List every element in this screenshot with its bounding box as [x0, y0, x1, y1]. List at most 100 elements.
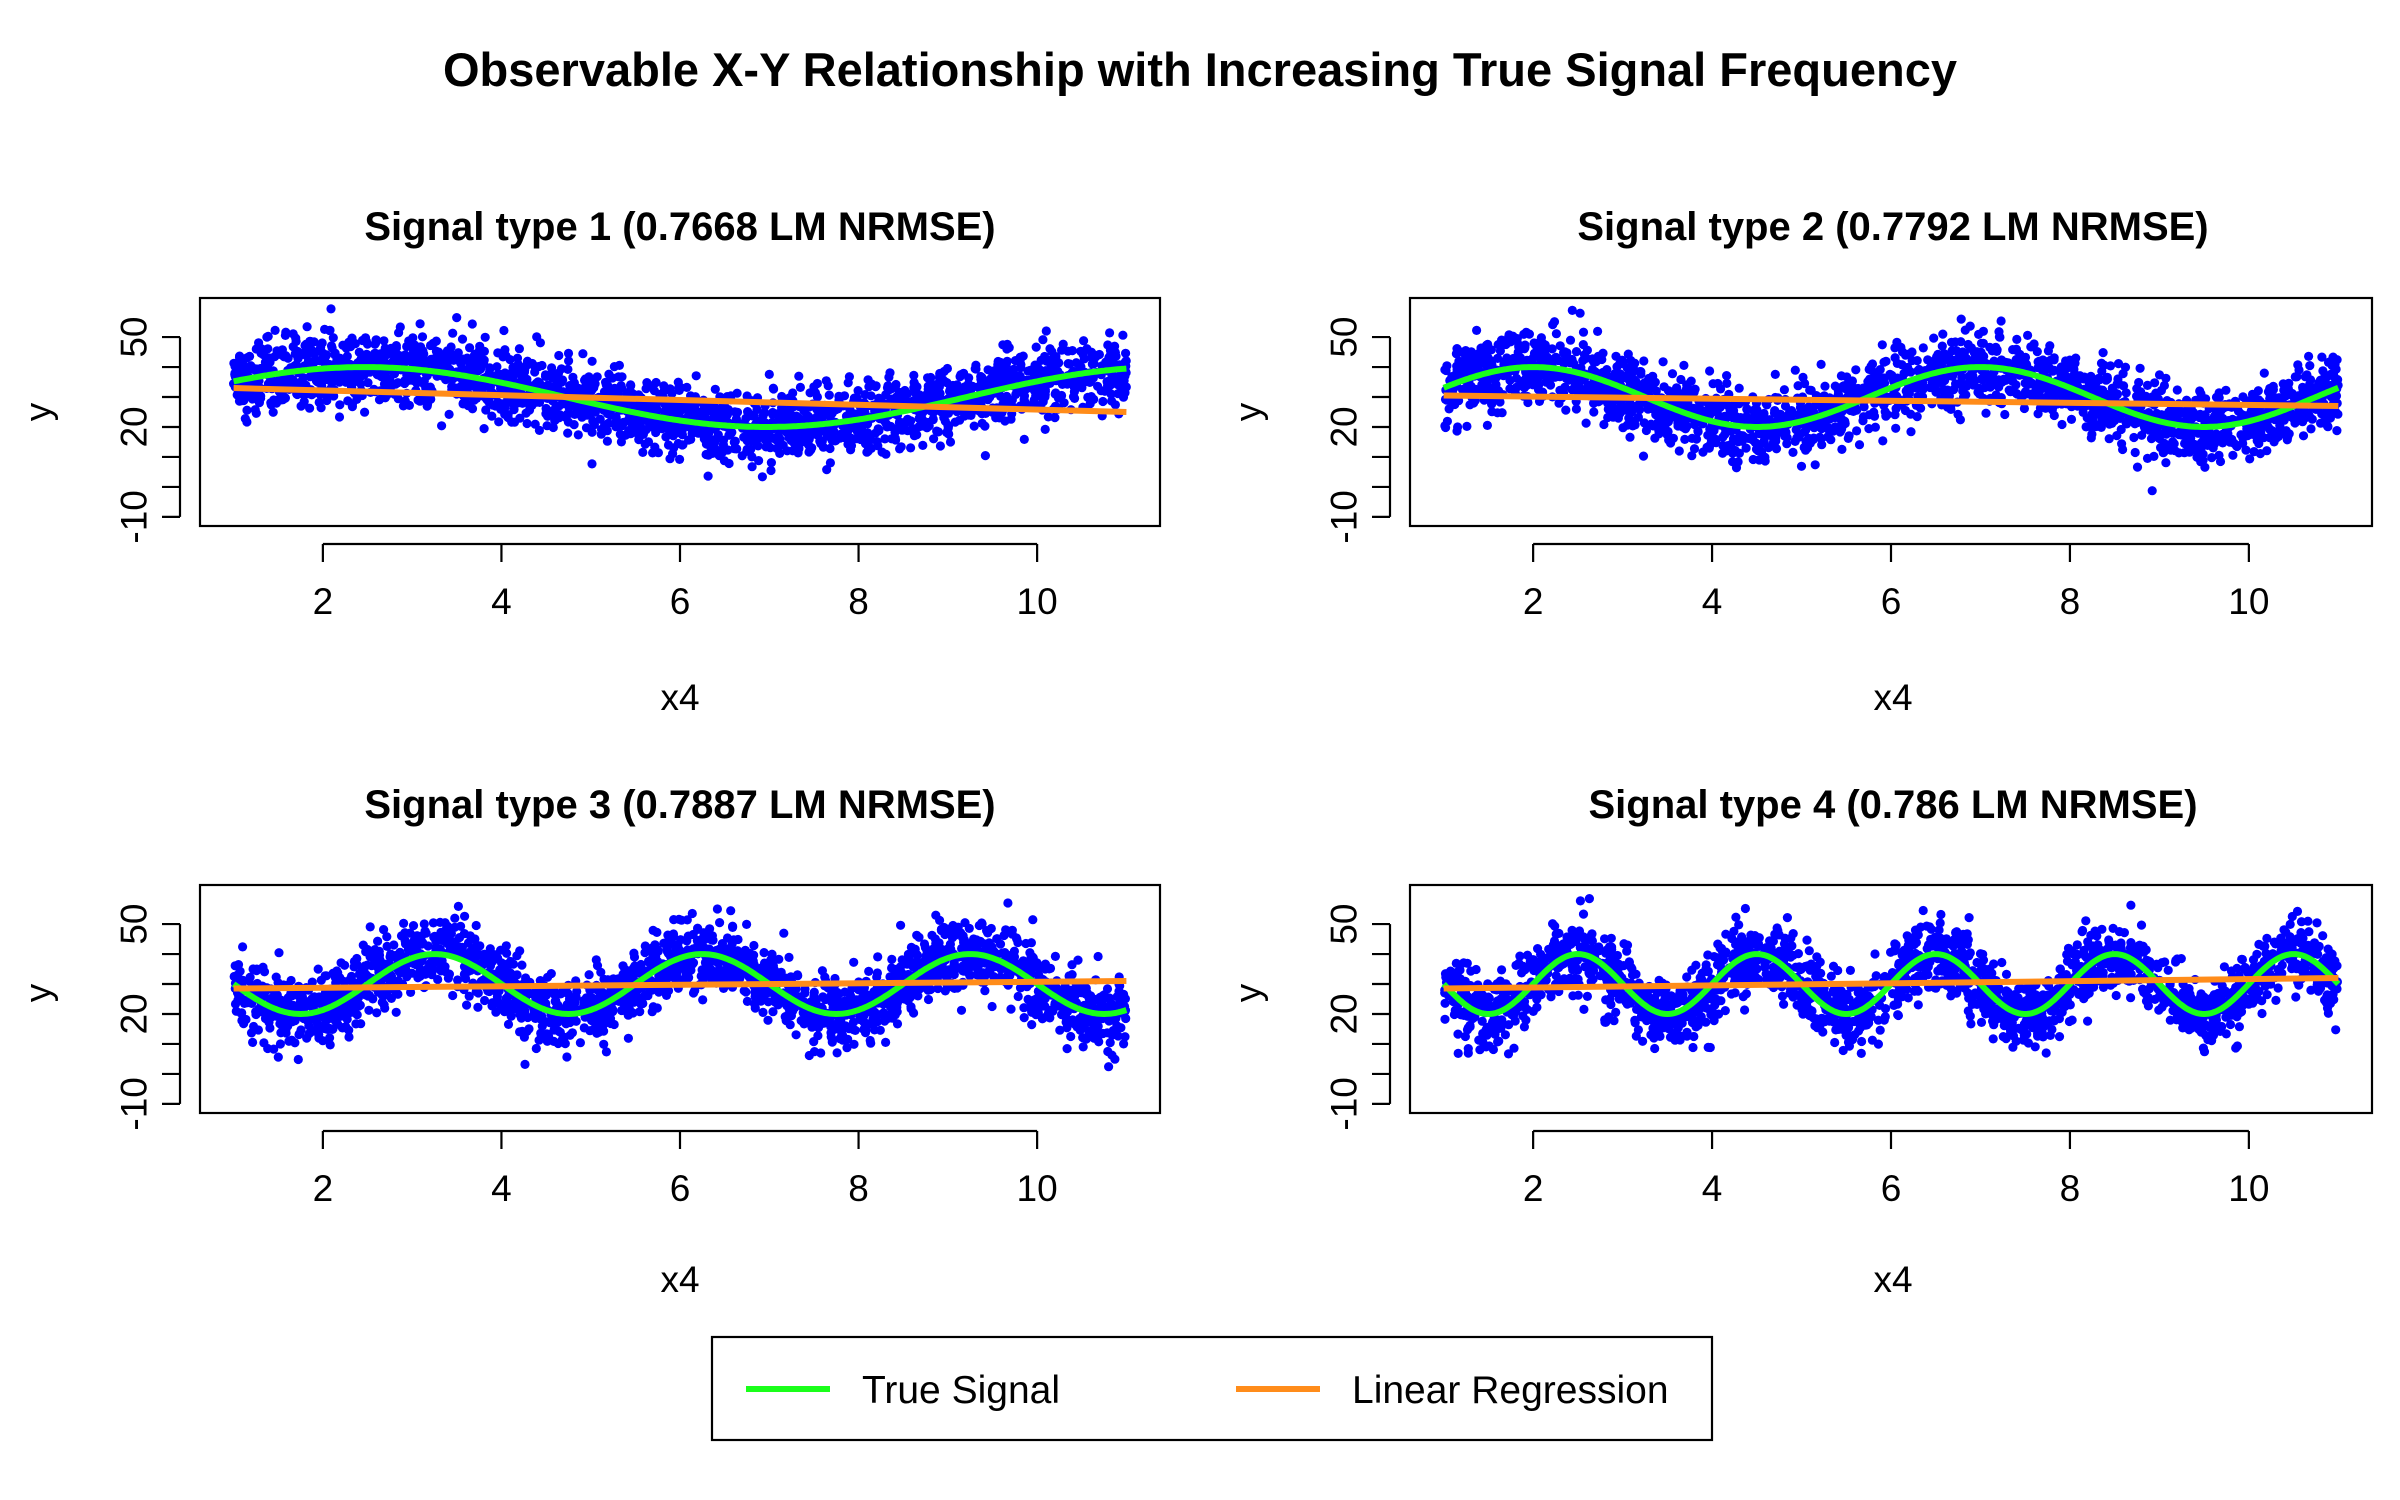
- data-point: [290, 349, 300, 359]
- data-point: [1050, 413, 1060, 423]
- data-point: [1877, 373, 1887, 383]
- data-point: [319, 354, 330, 364]
- panel-3: Signal type 3 (0.7887 LM NRMSE)2 4 6 8 10x4-…: [18, 783, 1162, 1300]
- data-point: [1991, 342, 2001, 352]
- data-point: [873, 952, 883, 962]
- data-point: [1970, 376, 1980, 386]
- data-point: [1960, 325, 1970, 335]
- data-point: [1040, 351, 1050, 362]
- data-point: [475, 346, 485, 356]
- data-point: [1768, 439, 1778, 449]
- data-point: [804, 447, 814, 457]
- data-point: [1538, 353, 1549, 363]
- data-point: [2331, 364, 2341, 374]
- data-point: [400, 396, 410, 406]
- x-tick-label: 2: [313, 581, 334, 622]
- data-point: [1775, 413, 1785, 424]
- data-point: [1691, 434, 1702, 444]
- data-point: [574, 384, 584, 394]
- data-point: [2317, 352, 2327, 362]
- data-point: [512, 353, 523, 363]
- data-point: [1038, 335, 1048, 345]
- data-point: [799, 406, 809, 416]
- data-point: [2061, 356, 2071, 366]
- data-point: [1658, 357, 1668, 367]
- data-point: [433, 348, 443, 358]
- data-point: [1638, 451, 1649, 461]
- data-point: [2228, 450, 2238, 460]
- data-point: [334, 412, 345, 422]
- data-point: [1615, 369, 1625, 379]
- data-point: [548, 422, 558, 433]
- data-point: [1995, 332, 2005, 342]
- data-point: [890, 433, 900, 443]
- data-point: [667, 424, 677, 434]
- data-point: [1555, 341, 1565, 351]
- data-point: [1651, 386, 1661, 396]
- data-point: [881, 449, 891, 459]
- data-point: [732, 407, 743, 417]
- data-point: [710, 438, 720, 448]
- data-point: [703, 471, 713, 481]
- data-point: [1659, 410, 1669, 420]
- data-point: [492, 362, 502, 372]
- data-point: [1565, 335, 1576, 345]
- data-point: [1581, 353, 1592, 363]
- data-point: [1974, 329, 1984, 339]
- data-point: [302, 349, 312, 359]
- data-point: [270, 325, 280, 335]
- data-point: [2088, 415, 2098, 425]
- data-point: [2144, 425, 2154, 435]
- data-point: [626, 380, 636, 390]
- data-point: [1110, 341, 1120, 351]
- data-point: [1878, 436, 1888, 446]
- data-point: [1098, 396, 1108, 407]
- data-point: [969, 421, 979, 431]
- data-point: [2118, 369, 2128, 379]
- data-point: [745, 432, 755, 442]
- data-point: [730, 436, 740, 446]
- data-point: [2166, 445, 2176, 455]
- data-point: [2130, 447, 2140, 458]
- data-point: [1815, 432, 1825, 442]
- data-point: [1107, 396, 1117, 406]
- data-point: [2161, 458, 2171, 468]
- panel-title: Signal type 1 (0.7668 LM NRMSE): [364, 205, 995, 249]
- data-point: [2179, 448, 2189, 458]
- x-axis-label: x4: [660, 677, 699, 718]
- data-point: [1578, 385, 1588, 395]
- data-point: [335, 400, 345, 410]
- data-point: [404, 375, 414, 385]
- data-point: [2044, 384, 2054, 394]
- data-point: [777, 411, 787, 421]
- data-point: [1927, 357, 1938, 367]
- data-point: [1877, 340, 1887, 350]
- data-point: [346, 342, 356, 352]
- data-point: [415, 319, 425, 329]
- data-point: [2332, 355, 2342, 365]
- data-point: [453, 901, 463, 912]
- data-point: [356, 379, 366, 389]
- data-point: [805, 388, 815, 398]
- data-point: [2132, 462, 2143, 472]
- data-point: [1565, 358, 1575, 368]
- data-point: [554, 350, 564, 361]
- data-point: [573, 430, 583, 440]
- data-point: [1906, 427, 1916, 437]
- data-point: [844, 425, 854, 435]
- y-tick-label: -10: [114, 490, 155, 543]
- data-point: [933, 381, 943, 391]
- data-point: [2200, 462, 2210, 472]
- data-point: [2305, 361, 2315, 371]
- data-point: [1816, 359, 1826, 369]
- data-point: [652, 404, 662, 414]
- data-point: [1956, 355, 1966, 365]
- data-point: [980, 451, 991, 461]
- data-point: [1682, 380, 1692, 390]
- data-point: [1607, 402, 1617, 412]
- data-point: [500, 345, 510, 355]
- data-point: [534, 425, 545, 435]
- data-point: [326, 304, 336, 314]
- data-point: [1836, 371, 1846, 381]
